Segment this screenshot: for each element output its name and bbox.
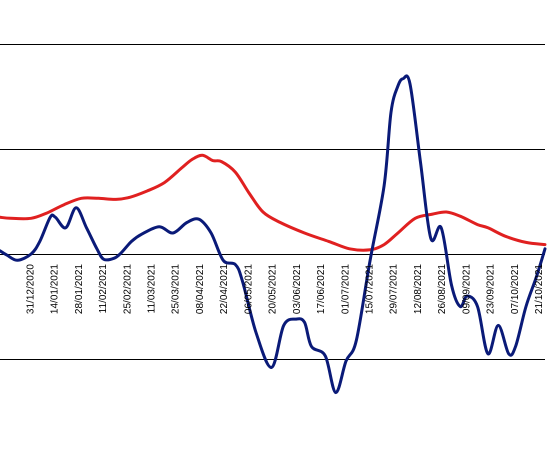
x-tick-label: 28/01/2021 bbox=[74, 264, 85, 314]
x-tick-label: 22/04/2021 bbox=[219, 264, 230, 314]
x-tick-label: 01/07/2021 bbox=[340, 264, 351, 314]
series-lines bbox=[0, 74, 547, 395]
grid-lines bbox=[0, 44, 545, 360]
x-tick-label: 12/08/2021 bbox=[413, 264, 424, 314]
x-tick-label: 25/02/2021 bbox=[122, 264, 133, 314]
x-tick-label: 09/09/2021 bbox=[461, 264, 472, 314]
x-tick-label: 07/10/2021 bbox=[510, 264, 521, 314]
x-tick-label: 08/04/2021 bbox=[195, 264, 206, 314]
x-tick-label: 06/05/2021 bbox=[243, 264, 254, 314]
x-tick-label: 23/09/2021 bbox=[486, 264, 497, 314]
x-tick-label: 03/06/2021 bbox=[292, 264, 303, 314]
x-tick-labels: 31/12/2020 14/01/2021 28/01/2021 11/02/2021… bbox=[25, 264, 545, 314]
x-tick-label: 11/03/2021 bbox=[147, 264, 158, 314]
x-tick-label: 20/05/2021 bbox=[268, 264, 279, 314]
x-tick-label: 31/12/2020 bbox=[25, 264, 36, 314]
x-tick-label: 29/07/2021 bbox=[389, 264, 400, 314]
x-tick-label: 15/07/2021 bbox=[365, 264, 376, 314]
x-tick-label: 17/06/2021 bbox=[316, 264, 327, 314]
x-tick-label: 14/01/2021 bbox=[50, 264, 61, 314]
x-tick-label: 25/03/2021 bbox=[171, 264, 182, 314]
series-line-blue bbox=[0, 74, 547, 395]
x-tick-label: 26/08/2021 bbox=[437, 264, 448, 314]
x-tick-label: 21/10/2021 bbox=[534, 264, 545, 314]
series-line-red bbox=[0, 153, 547, 252]
x-tick-label: 11/02/2021 bbox=[98, 264, 109, 314]
